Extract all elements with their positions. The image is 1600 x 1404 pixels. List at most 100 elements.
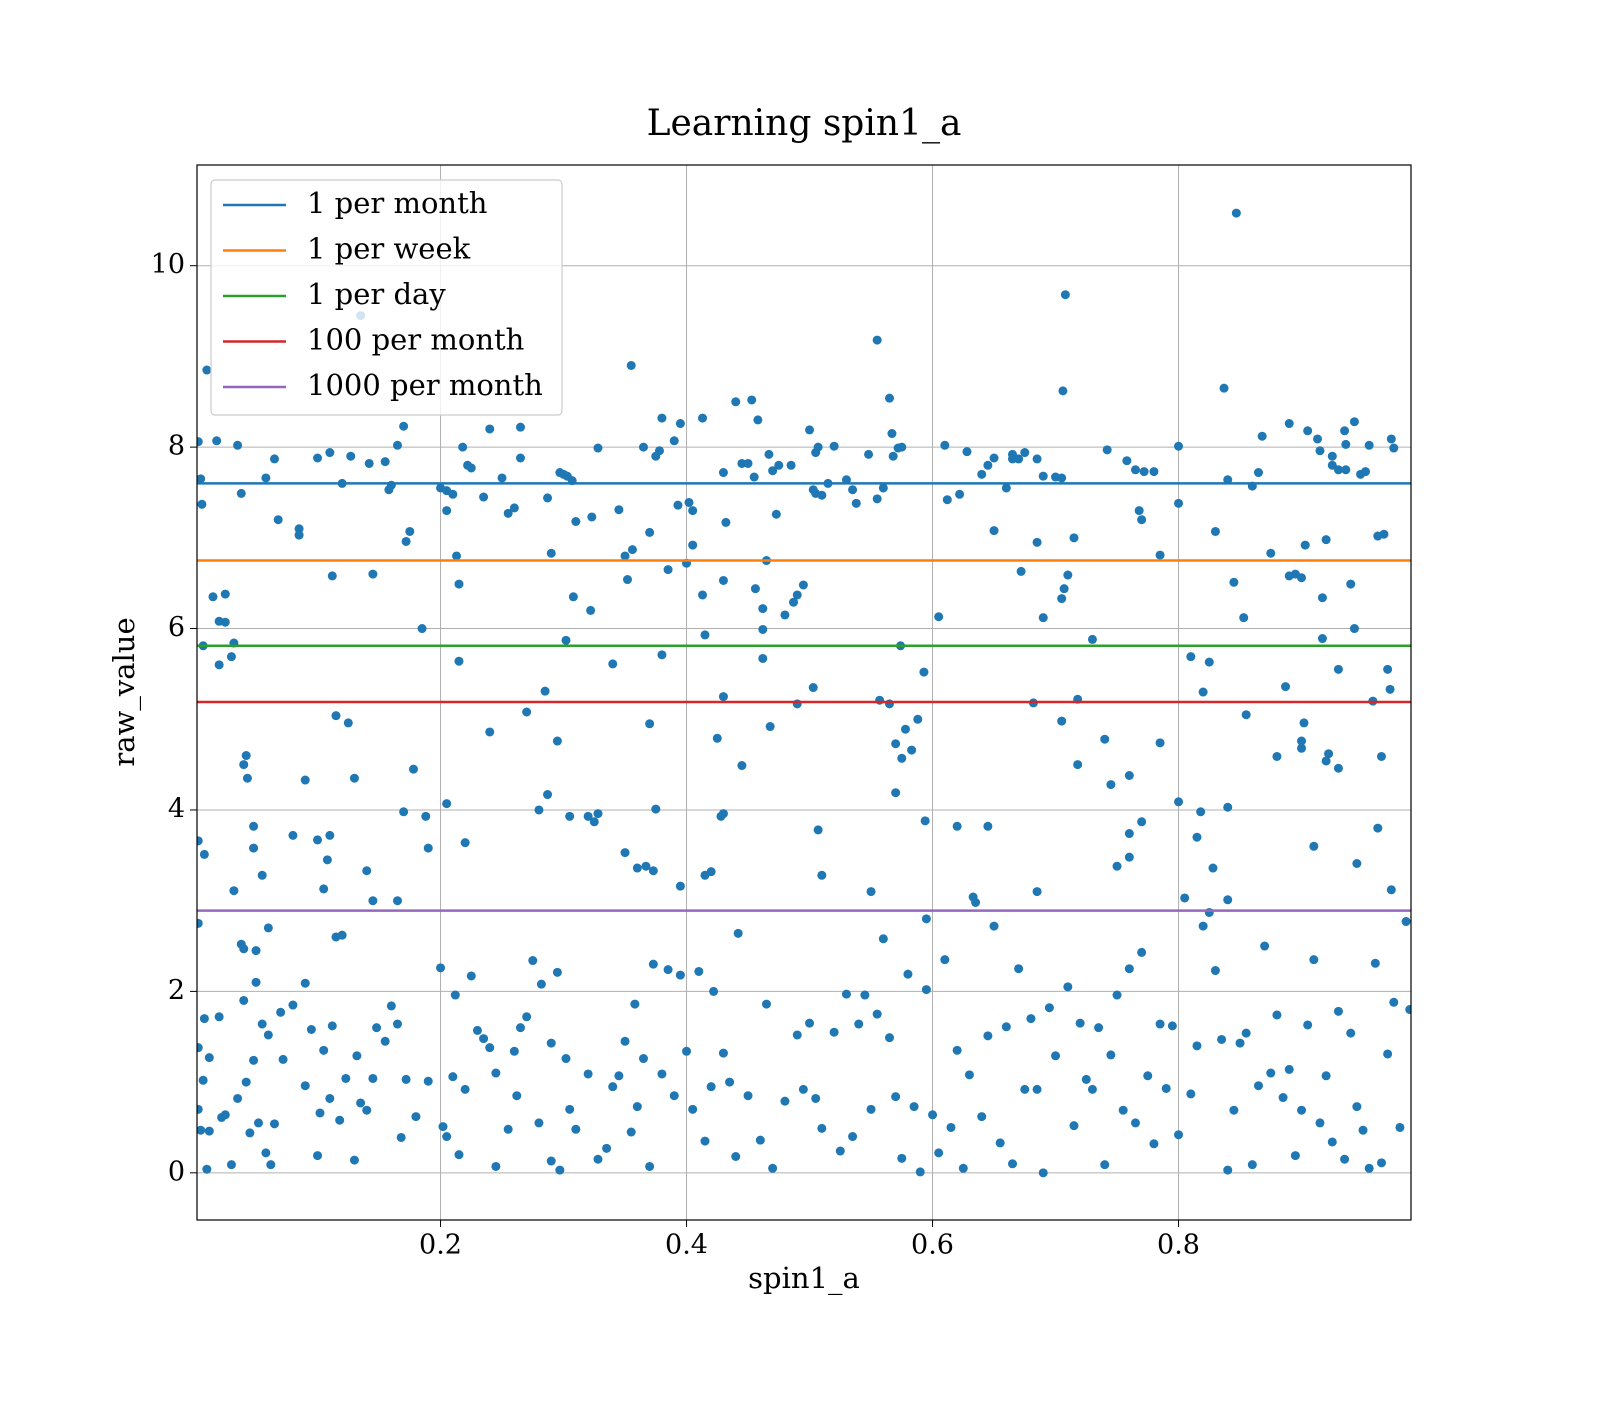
point — [546, 548, 556, 558]
point — [1231, 208, 1241, 218]
point — [1266, 548, 1276, 558]
point — [1134, 506, 1144, 516]
point — [1020, 448, 1030, 458]
point — [688, 1104, 698, 1114]
point — [212, 436, 222, 446]
point — [1327, 1137, 1337, 1147]
point — [423, 1076, 433, 1086]
point — [1297, 743, 1307, 753]
point — [1014, 964, 1024, 974]
point — [479, 1034, 489, 1044]
point — [888, 451, 898, 461]
point — [214, 1012, 224, 1022]
point — [1038, 613, 1048, 623]
point — [648, 959, 658, 969]
point — [448, 1072, 458, 1082]
point — [1383, 664, 1393, 674]
point — [952, 1045, 962, 1055]
point — [1180, 893, 1190, 903]
point — [725, 1077, 735, 1087]
point — [743, 458, 753, 468]
point — [568, 592, 578, 602]
y-tick-label: 0 — [168, 1156, 185, 1187]
point — [306, 1025, 316, 1035]
point — [1333, 1006, 1343, 1016]
legend-label: 1 per day — [307, 277, 446, 311]
point — [1196, 807, 1206, 817]
point — [1219, 383, 1229, 393]
point — [1204, 907, 1214, 917]
point — [1073, 760, 1083, 770]
point — [1155, 1019, 1165, 1029]
point — [251, 977, 261, 987]
point — [197, 918, 203, 928]
point — [396, 1132, 406, 1142]
point — [648, 866, 658, 876]
point — [673, 500, 683, 510]
point — [1352, 858, 1362, 868]
point — [1253, 1081, 1263, 1091]
point — [1297, 1105, 1307, 1115]
point — [891, 739, 901, 749]
point — [817, 870, 827, 880]
point — [362, 866, 372, 876]
point — [571, 517, 581, 527]
point — [835, 1146, 845, 1156]
point — [197, 499, 207, 509]
point — [1057, 716, 1067, 726]
point — [401, 536, 411, 546]
point — [971, 898, 981, 908]
point — [522, 707, 532, 717]
point — [688, 506, 698, 516]
point — [269, 454, 279, 464]
point — [1155, 550, 1165, 560]
x-tick-label: 0.6 — [911, 1230, 954, 1261]
point — [565, 811, 575, 821]
point — [1341, 439, 1351, 449]
point — [1340, 426, 1350, 436]
point — [276, 1007, 286, 1017]
point — [731, 397, 741, 407]
point — [335, 1115, 345, 1125]
point — [479, 492, 489, 502]
point — [921, 914, 931, 924]
point — [266, 1160, 276, 1170]
point — [199, 849, 209, 859]
point — [233, 440, 243, 450]
point — [1364, 440, 1374, 450]
point — [460, 838, 470, 848]
point — [1192, 832, 1202, 842]
point — [249, 1055, 259, 1065]
point — [1174, 498, 1184, 508]
point — [509, 1046, 519, 1056]
point — [319, 884, 329, 894]
point — [700, 1136, 710, 1146]
point — [1198, 921, 1208, 931]
point — [645, 719, 655, 729]
point — [239, 760, 249, 770]
point — [682, 1046, 692, 1056]
point — [1284, 1064, 1294, 1074]
point — [423, 843, 433, 853]
point — [1247, 1160, 1257, 1170]
point — [1327, 460, 1337, 470]
point — [962, 447, 972, 457]
point — [1038, 1168, 1048, 1178]
point — [199, 1014, 209, 1024]
point — [593, 1154, 603, 1164]
point — [1149, 467, 1159, 477]
point — [891, 788, 901, 798]
point — [197, 1043, 203, 1053]
point — [1122, 456, 1132, 466]
point — [515, 422, 525, 432]
point — [620, 1036, 630, 1046]
point — [197, 1104, 203, 1114]
point — [325, 448, 335, 458]
point — [1112, 990, 1122, 1000]
point — [288, 1000, 298, 1010]
point — [761, 999, 771, 1009]
point — [1364, 1163, 1374, 1173]
point — [1340, 1154, 1350, 1164]
point — [460, 1084, 470, 1094]
point — [1352, 1102, 1362, 1112]
